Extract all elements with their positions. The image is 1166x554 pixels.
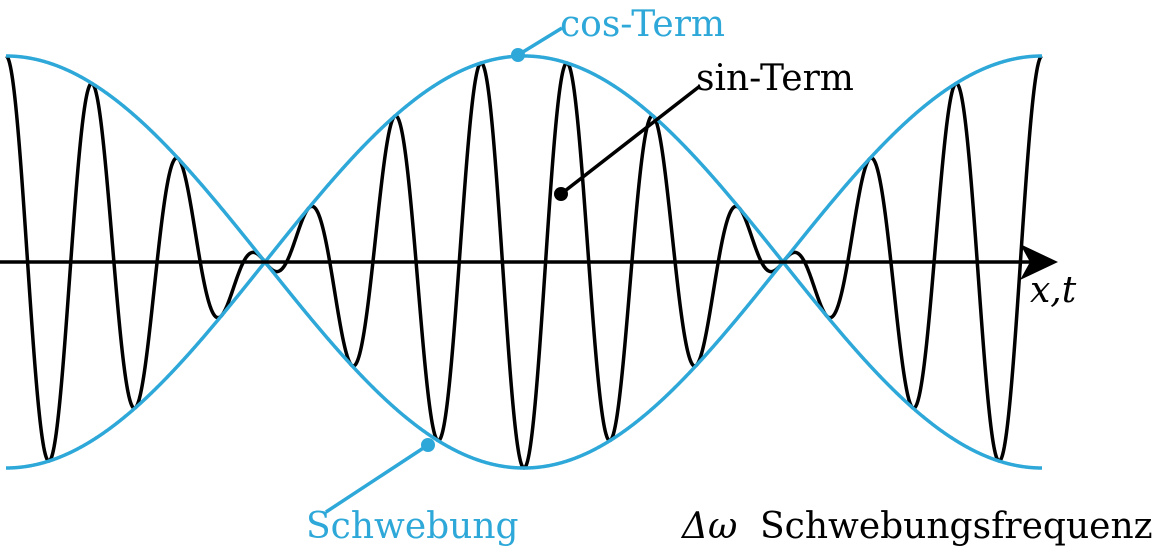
envelope-upper-curve <box>6 54 1042 470</box>
schwebung-label: Schwebung <box>306 506 519 547</box>
cos-term-leader-line <box>517 26 563 57</box>
beat-frequency-label: Schwebungsfrequenz <box>760 506 1153 547</box>
schwebung-marker <box>421 438 435 452</box>
sin-term-label: sin-Term <box>696 58 854 99</box>
schwebung-leader-line <box>325 443 429 514</box>
delta-omega-symbol: Δω <box>680 506 737 547</box>
x-axis-arrowhead <box>1020 244 1058 280</box>
axis-label: x,t <box>1030 270 1077 311</box>
cos-term-label: cos-Term <box>560 4 725 45</box>
cos-term-marker <box>511 48 525 62</box>
sin-term-leader-line <box>559 84 702 196</box>
sin-term-marker <box>554 187 568 201</box>
